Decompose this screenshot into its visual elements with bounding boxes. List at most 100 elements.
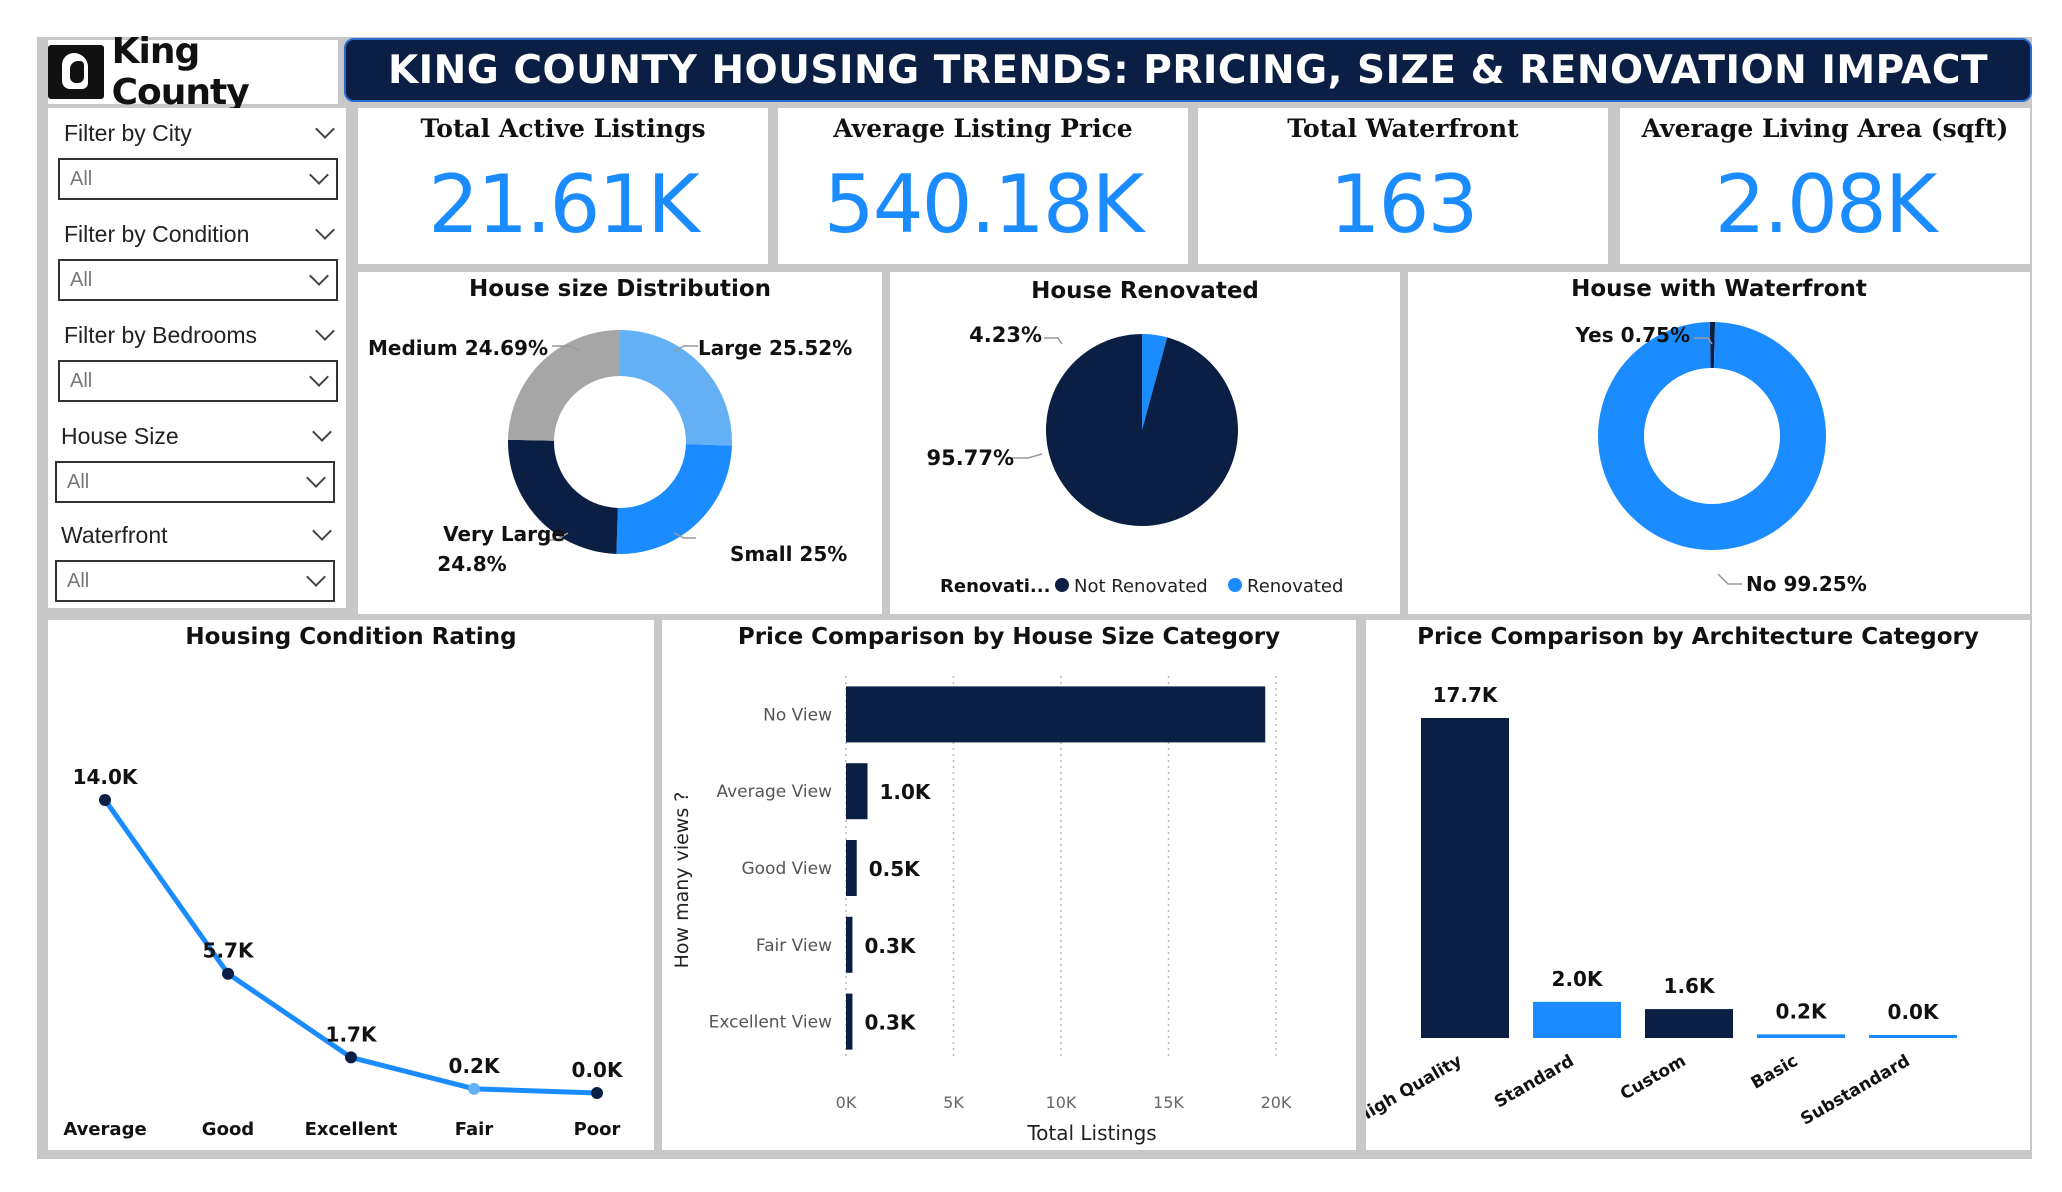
bar[interactable]: [1645, 1009, 1733, 1038]
kpi-title: Average Listing Price: [833, 114, 1133, 143]
chevron-down-icon: [306, 468, 326, 488]
kpi-value: 163: [1329, 158, 1479, 251]
bar[interactable]: [846, 916, 853, 973]
chevron-down-icon[interactable]: [312, 521, 332, 541]
bar[interactable]: [1421, 718, 1509, 1038]
chart-title: House size Distribution: [468, 276, 772, 302]
slice-yes[interactable]: [1709, 322, 1716, 369]
y-axis-title: How many views ?: [671, 792, 693, 969]
bar[interactable]: [846, 763, 868, 820]
slice-not-renovated[interactable]: [1046, 334, 1238, 526]
filter-waterfront-header[interactable]: Waterfront: [55, 518, 335, 552]
slice-small[interactable]: [616, 444, 732, 554]
bar[interactable]: [846, 840, 857, 896]
king-county-logo: King County: [48, 31, 338, 113]
filter-waterfront-dropdown[interactable]: All: [55, 560, 335, 602]
filter-city-label: Filter by City: [64, 119, 192, 146]
data-label: 17.7K: [1433, 683, 1499, 707]
data-label: 0.0K: [1888, 1000, 1940, 1024]
label-waterfront-yes: Yes 0.75%: [1575, 323, 1690, 347]
x-tick-label: Good: [202, 1119, 254, 1140]
chevron-down-icon: [309, 266, 329, 286]
label-very-large-pct: 24.8%: [437, 552, 506, 576]
chevron-down-icon[interactable]: [315, 220, 335, 240]
bar[interactable]: [1869, 1035, 1957, 1038]
filter-waterfront: Waterfront All: [55, 518, 335, 602]
y-tick-label: Average View: [716, 782, 832, 802]
chevron-down-icon[interactable]: [312, 422, 332, 442]
dashboard-title: KING COUNTY HOUSING TRENDS: PRICING, SIZ…: [387, 47, 1989, 93]
legend-renovated[interactable]: Renovated: [1247, 576, 1343, 597]
x-axis-title: Total Listings: [1026, 1121, 1156, 1145]
house-size-chart-panel[interactable]: House size Distribution Large 25.52% Sma…: [358, 272, 882, 614]
filter-bedrooms-dropdown[interactable]: All: [58, 360, 338, 402]
kpi-card-total-listings[interactable]: Total Active Listings 21.61K: [358, 108, 768, 264]
chevron-down-icon: [309, 367, 329, 387]
filter-condition-header[interactable]: Filter by Condition: [58, 217, 338, 251]
legend-not-renovated[interactable]: Not Renovated: [1074, 576, 1208, 597]
filter-house-size-value: All: [67, 470, 90, 493]
x-tick-label: Custom: [1617, 1051, 1690, 1104]
architecture-bar-chart-panel[interactable]: Price Comparison by Architecture Categor…: [1366, 620, 2030, 1150]
y-tick-label: Good View: [741, 859, 832, 879]
bar[interactable]: [846, 993, 853, 1050]
waterfront-chart-panel[interactable]: House with Waterfront Yes 0.75% No 99.25…: [1408, 272, 2030, 614]
data-label: 0.2K: [449, 1054, 501, 1078]
filter-city-header[interactable]: Filter by City: [58, 116, 338, 150]
x-tick-label: Poor: [574, 1119, 621, 1140]
kpi-title: Total Waterfront: [1287, 114, 1519, 143]
slice-no[interactable]: [1598, 322, 1827, 550]
condition-point[interactable]: [99, 794, 111, 806]
chart-title: Price Comparison by House Size Category: [737, 624, 1281, 650]
chevron-down-icon[interactable]: [315, 321, 335, 341]
condition-point[interactable]: [345, 1051, 357, 1064]
slice-medium[interactable]: [508, 330, 620, 441]
filter-city-dropdown[interactable]: All: [58, 158, 338, 200]
filter-condition-dropdown[interactable]: All: [58, 259, 338, 301]
slice-renovated[interactable]: [1142, 334, 1168, 430]
chart-title: Housing Condition Rating: [185, 624, 517, 650]
bar[interactable]: [846, 686, 1266, 743]
slice-large[interactable]: [620, 330, 732, 446]
filter-bedrooms-header[interactable]: Filter by Bedrooms: [58, 318, 338, 352]
kpi-card-average-price[interactable]: Average Listing Price 540.18K: [778, 108, 1188, 264]
chevron-down-icon: [309, 165, 329, 185]
filter-house-size-dropdown[interactable]: All: [55, 461, 335, 503]
chart-title: House Renovated: [1031, 278, 1259, 304]
slice-very-large[interactable]: [508, 439, 618, 554]
legend-marker-renovated: [1228, 578, 1242, 592]
filter-condition: Filter by Condition All: [58, 217, 338, 301]
logo-text: King County: [111, 31, 250, 113]
bar[interactable]: [1757, 1034, 1845, 1038]
view-bar-chart-panel[interactable]: Price Comparison by House Size Category …: [662, 620, 1356, 1150]
kpi-value: 2.08K: [1714, 158, 1938, 251]
kpi-card-average-living-area[interactable]: Average Living Area (sqft) 2.08K: [1620, 108, 2030, 264]
data-label: 0.0K: [572, 1058, 624, 1082]
condition-series-line[interactable]: [102, 798, 598, 1096]
condition-point[interactable]: [468, 1082, 480, 1095]
housing-condition-chart-panel[interactable]: Housing Condition Rating 14.0K Average 5.7…: [48, 620, 654, 1150]
kpi-card-total-waterfront[interactable]: Total Waterfront 163: [1198, 108, 1608, 264]
house-renovated-chart-panel[interactable]: House Renovated 4.23% 95.77% Renovati...…: [890, 272, 1400, 614]
filter-house-size-header[interactable]: House Size: [55, 419, 335, 453]
condition-point[interactable]: [591, 1087, 603, 1099]
data-label: 1.7K: [326, 1022, 378, 1046]
data-label: 0.2K: [1776, 999, 1828, 1023]
x-tick-label: Excellent: [305, 1119, 398, 1140]
condition-point[interactable]: [222, 967, 234, 980]
x-tick-label: 0K: [836, 1093, 857, 1112]
kpi-title: Total Active Listings: [420, 114, 706, 143]
kpi-value: 21.61K: [428, 158, 699, 251]
x-tick-label: Substandard: [1797, 1051, 1913, 1130]
filter-house-size: House Size All: [55, 419, 335, 503]
label-large: Large 25.52%: [698, 336, 852, 360]
data-label: 0.3K: [864, 934, 916, 958]
label-not-renovated-pct: 95.77%: [927, 446, 1014, 470]
data-label: 1.6K: [1664, 974, 1716, 998]
label-small: Small 25%: [730, 542, 847, 566]
kpi-title: Average Living Area (sqft): [1641, 114, 2009, 143]
x-tick-label: Standard: [1491, 1051, 1577, 1112]
chevron-down-icon[interactable]: [315, 119, 335, 139]
filter-bedrooms-value: All: [70, 369, 93, 392]
bar[interactable]: [1533, 1001, 1621, 1038]
